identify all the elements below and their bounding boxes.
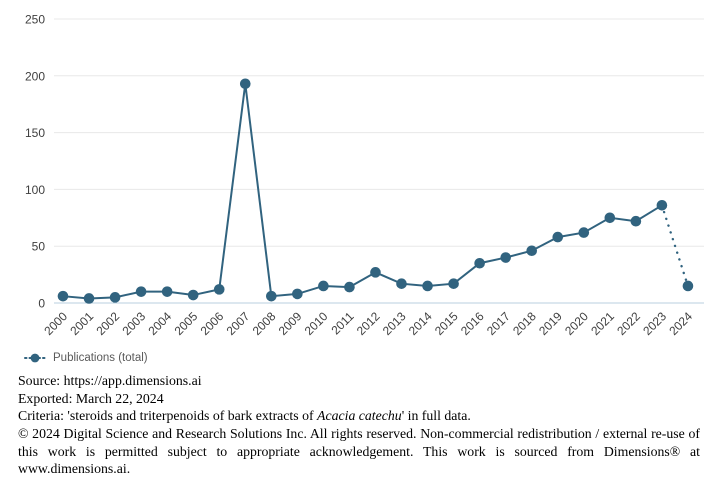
x-tick-label: 2023 [640,309,669,338]
x-tick-label: 2020 [562,309,591,338]
data-point-2001 [83,293,95,304]
data-point-2016 [474,257,485,269]
x-tick-label: 2018 [510,309,539,338]
data-point-2005 [187,289,199,301]
data-point-2013 [396,278,407,289]
legend-series-icon [24,353,46,363]
x-tick-label: 2007 [224,309,253,338]
x-tick-label: 2010 [302,309,331,338]
x-tick-label: 2014 [406,309,435,338]
data-point-2024 [682,280,694,292]
y-tick-label: 50 [32,240,46,254]
x-tick-label: 2024 [666,309,695,338]
x-tick-label: 2013 [380,309,409,338]
data-point-2006 [213,284,225,295]
x-tick-label: 2005 [172,309,201,338]
data-point-2000 [57,290,69,302]
x-tick-label: 2001 [67,309,96,338]
x-tick-label: 2011 [328,309,356,337]
footer-block: Source: https://app.dimensions.ai Export… [18,372,700,478]
data-point-2007 [239,78,251,90]
data-point-2019 [552,231,564,243]
exported-line: Exported: March 22, 2024 [18,390,164,406]
x-tick-label: 2022 [614,309,643,338]
chart-legend: Publications (total) [24,350,716,366]
x-tick-label: 2012 [354,309,383,338]
x-tick-label: 2008 [250,309,279,338]
y-tick-label: 0 [38,297,45,311]
data-point-2012 [370,267,381,278]
publications-chart: 0501001502002502000200120022003200420052… [25,13,704,338]
y-tick-label: 150 [25,126,45,140]
projection-line [660,204,690,288]
x-tick-label: 2019 [536,309,565,338]
y-tick-label: 200 [25,69,45,83]
data-point-2011 [344,281,355,293]
criteria-species-italic: Acacia catechu [317,408,402,424]
x-tick-label: 2003 [119,309,148,338]
data-point-2018 [526,245,538,257]
data-point-2002 [109,292,121,303]
legend-label: Publications (total) [53,352,148,364]
criteria-prefix: Criteria: 'steroids and triterpenoids of… [18,408,318,424]
x-tick-label: 2000 [41,309,70,338]
x-tick-label: 2021 [588,309,617,338]
x-tick-label: 2016 [458,309,487,338]
y-tick-label: 100 [25,183,45,197]
publications-line [62,83,663,300]
data-point-2021 [604,212,616,224]
data-point-2020 [578,227,590,238]
y-tick-label: 250 [25,13,45,27]
criteria-line: Criteria: 'steroids and triterpenoids of… [18,407,700,425]
x-tick-label: 2002 [93,309,122,338]
x-tick-label: 2004 [145,309,174,338]
data-point-2008 [266,290,277,302]
data-point-2014 [422,280,433,292]
data-point-2010 [318,280,329,292]
data-point-2015 [448,278,459,289]
copyright-text: © 2024 Digital Science and Research Solu… [18,425,700,477]
legend-dot [30,353,40,363]
data-point-2017 [500,252,511,263]
x-tick-label: 2017 [484,309,513,338]
data-point-2023 [656,200,668,211]
x-tick-label: 2015 [432,309,461,338]
data-point-2009 [292,288,303,300]
data-point-2003 [135,286,147,297]
source-line: Source: https://app.dimensions.ai [18,373,202,388]
data-point-2004 [161,286,173,297]
criteria-suffix: ' in full data. [401,408,471,424]
x-tick-label: 2009 [276,309,305,338]
x-tick-label: 2006 [198,309,227,338]
data-point-2022 [630,215,642,227]
